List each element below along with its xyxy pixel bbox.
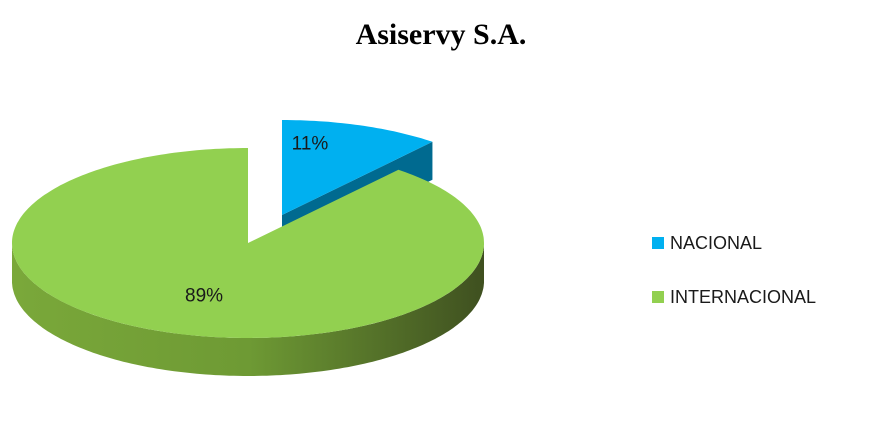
data-label: 89% [185,286,223,307]
chart-title: Asiservy S.A. [356,18,527,51]
legend-label: INTERNACIONAL [670,287,816,307]
slice-wall [12,243,484,376]
legend-label: NACIONAL [670,233,762,253]
legend-swatch [652,237,664,249]
slice [12,148,484,338]
data-label: 11% [292,133,329,154]
legend-swatch [652,291,664,303]
slice [282,120,433,215]
